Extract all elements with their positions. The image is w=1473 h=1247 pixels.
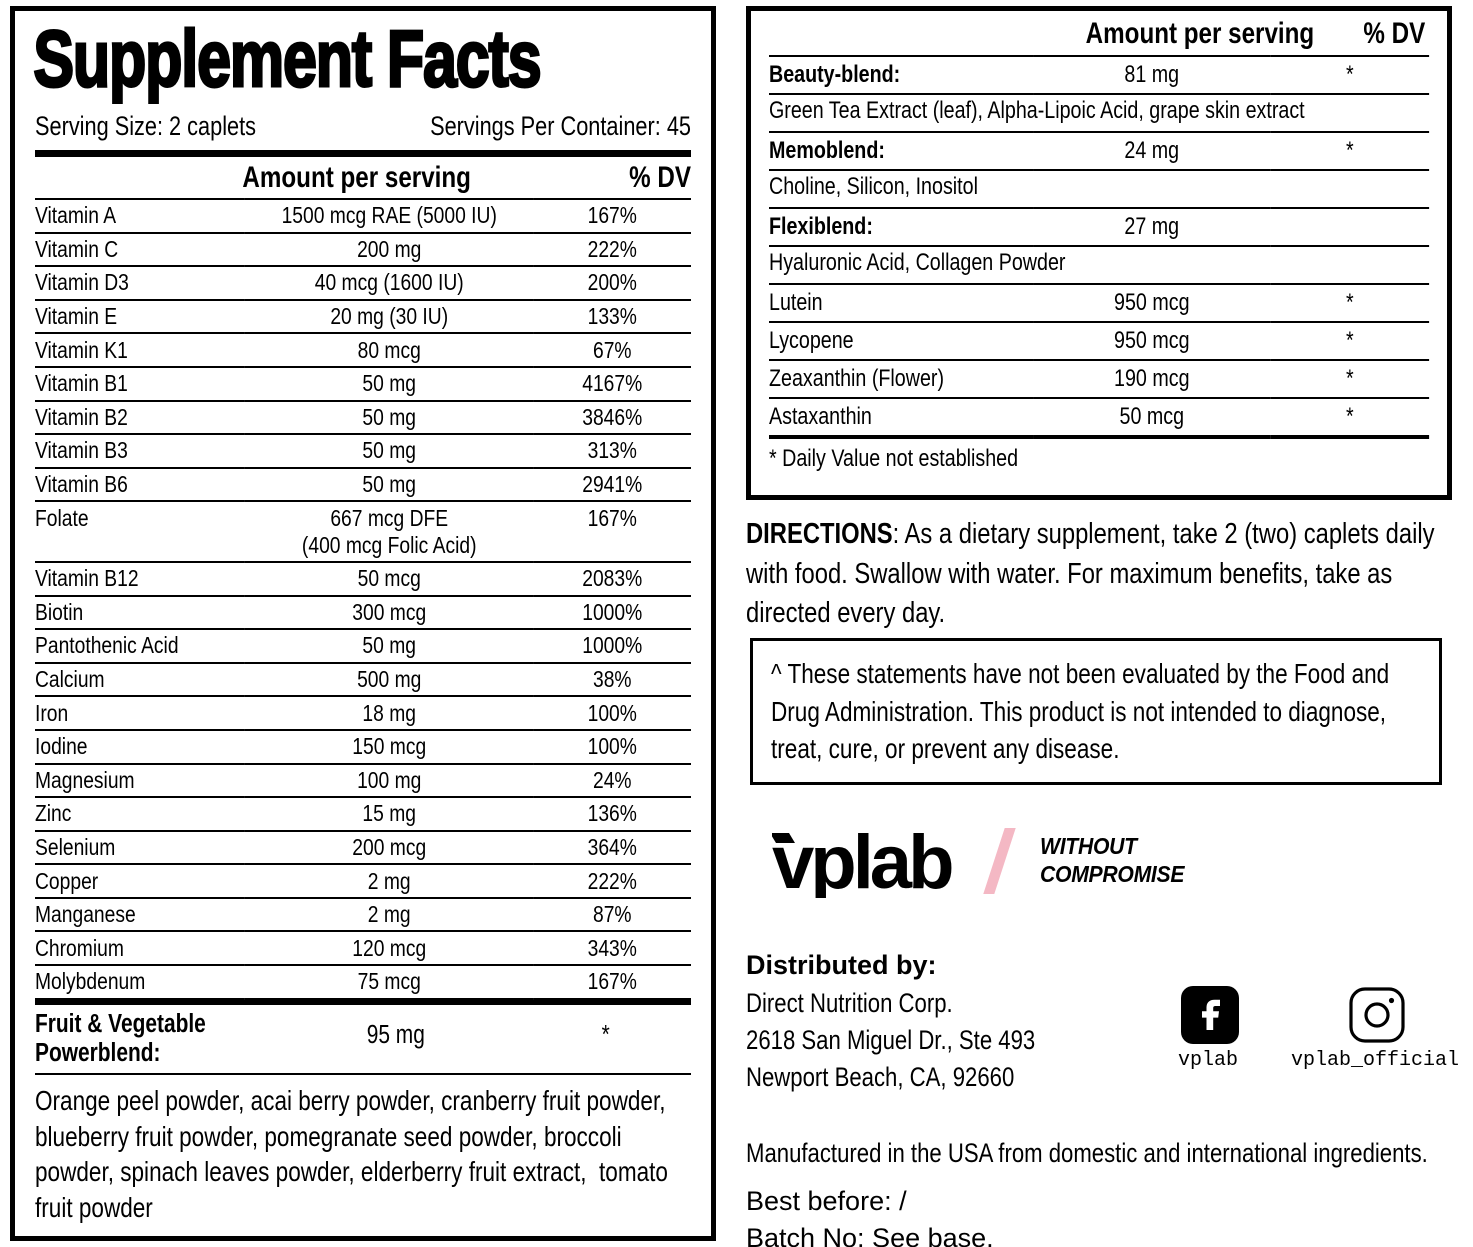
svg-text:vplab: vplab [772, 822, 952, 898]
